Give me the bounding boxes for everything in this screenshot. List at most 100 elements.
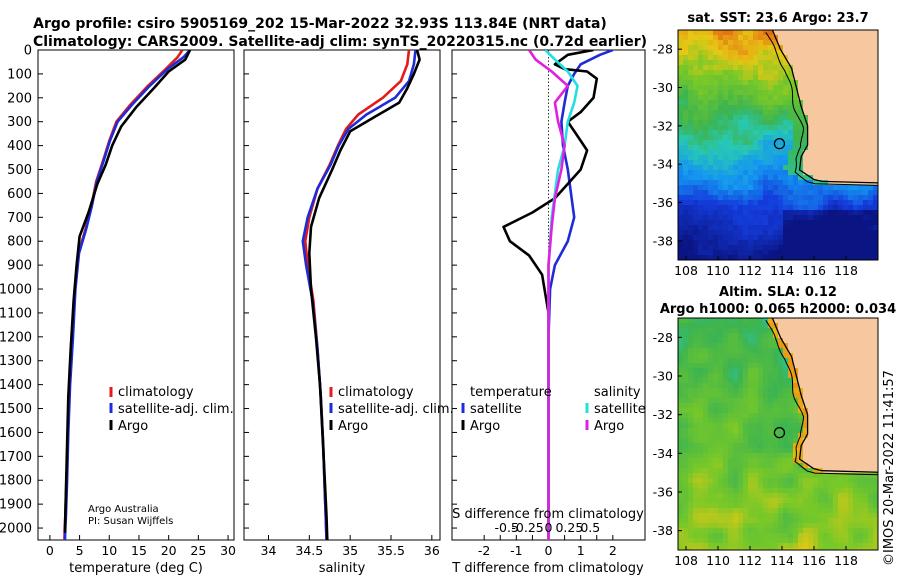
salinity-legend: climatology satellite-adj. clim. Argo xyxy=(329,385,454,434)
ytick-label: 2000 xyxy=(0,522,32,537)
legend-label-argo: Argo xyxy=(118,419,148,434)
xtick2-label: -0.25 xyxy=(511,520,543,535)
ytick-label: -32 xyxy=(653,118,673,133)
ytick-label: 700 xyxy=(7,211,32,226)
imos-timestamp: ©IMOS 20-Mar-2022 11:41:57 xyxy=(882,370,897,566)
xtick-label: 112 xyxy=(738,553,762,568)
xtick-label: 108 xyxy=(674,553,698,568)
ytick-label: -30 xyxy=(653,369,673,384)
legend-label-argo: Argo xyxy=(338,419,368,434)
legend-label-s-satellite: satellite xyxy=(594,402,646,417)
xtick-label: 110 xyxy=(706,263,730,278)
legend-label-s-argo: Argo xyxy=(594,419,624,434)
xtick-label: 114 xyxy=(770,553,794,568)
series-line-s-argo xyxy=(528,50,570,540)
map-field xyxy=(678,30,878,260)
salinity-panel-frame xyxy=(243,49,441,541)
temperature-xlabel: temperature (deg C) xyxy=(69,561,203,576)
legend-label-satellite: satellite-adj. clim. xyxy=(118,402,234,417)
xtick-label: 10 xyxy=(101,543,117,558)
sla-map-title-line2: Argo h1000: 0.065 h2000: 0.034 xyxy=(660,302,896,317)
sst-map: 108 110 112 114 116 118 -28 -30 -32 -34 -36 -38 xyxy=(653,29,879,278)
series-line-satellite-adj-clim- xyxy=(301,50,417,540)
xtick-label: 35.5 xyxy=(377,543,405,558)
xtick-label: 34.5 xyxy=(295,543,323,558)
ytick-label: 1000 xyxy=(0,283,32,298)
series-line-argo xyxy=(63,50,192,533)
ytick-label: 1200 xyxy=(0,330,32,345)
difference-legend: temperature salinity satellite Argo sate… xyxy=(461,385,646,434)
series-line-t-argo xyxy=(502,50,599,540)
series-line-satellite-adj-clim- xyxy=(63,50,191,540)
series-line-argo xyxy=(307,50,421,540)
legend-label-climatology: climatology xyxy=(338,385,414,400)
xtick-label: 110 xyxy=(706,553,730,568)
ytick-label: -32 xyxy=(653,407,673,422)
ytick-label: -36 xyxy=(653,485,673,500)
xtick2-label: 0 xyxy=(545,520,553,535)
xtick-label: 116 xyxy=(802,263,826,278)
xtick-label: 25 xyxy=(190,543,206,558)
sla-map-title-line1: Altim. SLA: 0.12 xyxy=(719,285,837,300)
xtick-label: 116 xyxy=(802,553,826,568)
map-frame xyxy=(677,317,879,551)
s-difference-xlabel: S difference from climatology xyxy=(452,507,644,522)
xtick-label: -2 xyxy=(478,543,490,558)
legend-title-temperature: temperature xyxy=(470,385,552,400)
ytick-label: -34 xyxy=(653,157,673,172)
legend-title-salinity: salinity xyxy=(594,385,641,400)
header-line1: Argo profile: csiro 5905169_202 15-Mar-2… xyxy=(33,16,607,32)
ytick-label: 1700 xyxy=(0,450,32,465)
salinity-xlabel: salinity xyxy=(319,561,366,576)
t-difference-xlabel: T difference from climatology xyxy=(451,561,644,576)
sst-map-title: sat. SST: 23.6 Argo: 23.7 xyxy=(687,11,868,26)
depth-contour xyxy=(765,320,878,476)
xtick-label: 15 xyxy=(131,543,147,558)
ytick-label: 1800 xyxy=(0,474,32,489)
header-line2: Climatology: CARS2009. Satellite-adj cli… xyxy=(33,34,647,50)
coastline xyxy=(771,30,878,184)
ytick-label: -38 xyxy=(653,233,673,248)
xtick-label: 30 xyxy=(220,543,236,558)
ytick-label: 0 xyxy=(24,44,32,59)
ytick-label: 200 xyxy=(7,91,32,106)
legend-label-climatology: climatology xyxy=(118,385,194,400)
ytick-label: 100 xyxy=(7,67,32,82)
xtick2-label: 0.5 xyxy=(580,520,600,535)
credit-line1: Argo Australia xyxy=(88,504,159,515)
ytick-label: 1300 xyxy=(0,354,32,369)
xtick-label: 2 xyxy=(609,543,617,558)
map-field xyxy=(678,318,878,550)
legend-label-satellite: satellite-adj. clim. xyxy=(338,402,454,417)
xtick-label: 114 xyxy=(770,263,794,278)
ytick-label: -34 xyxy=(653,446,673,461)
xtick-label: 118 xyxy=(834,263,858,278)
sla-map: 108 110 112 114 116 118 -28 -30 -32 -34 -36 -38 xyxy=(653,317,879,568)
ytick-label: -38 xyxy=(653,523,673,538)
depth-axis: 0 100 200 300 400 500 600 700 800 900 1000 1100 1200… xyxy=(0,44,457,537)
xtick-label: 20 xyxy=(161,543,177,558)
ytick-label: 900 xyxy=(7,259,32,274)
ytick-label: 1400 xyxy=(0,378,32,393)
legend-label-t-satellite: satellite xyxy=(470,402,522,417)
ytick-label: 1600 xyxy=(0,426,32,441)
salinity-panel: 34 34.5 35 35.5 36 xyxy=(261,50,440,558)
ytick-label: 1100 xyxy=(0,306,32,321)
coastline xyxy=(771,318,878,473)
temperature-legend: climatology satellite-adj. clim. Argo xyxy=(109,385,234,434)
xtick-label: 36 xyxy=(424,543,440,558)
xtick-label: 35 xyxy=(342,543,358,558)
xtick-label: 118 xyxy=(834,553,858,568)
ytick-label: 1500 xyxy=(0,402,32,417)
xtick-label: -1 xyxy=(510,543,522,558)
xtick-label: 34 xyxy=(261,543,277,558)
argo-float-marker xyxy=(773,138,786,150)
xtick-label: 0 xyxy=(46,543,54,558)
xtick2-label: 0.25 xyxy=(555,520,583,535)
legend-label-t-argo: Argo xyxy=(470,419,500,434)
ytick-label: -36 xyxy=(653,195,673,210)
difference-panel: -2 -1 0 1 2 -0.5-0.25 0 0.250.5 xyxy=(478,50,617,558)
ytick-label: -28 xyxy=(653,330,673,345)
temperature-panel-frame xyxy=(37,49,235,541)
